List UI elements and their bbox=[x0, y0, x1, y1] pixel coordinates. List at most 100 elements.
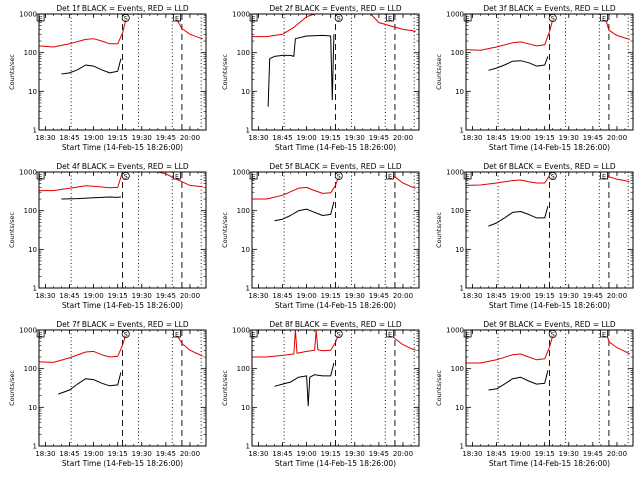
series-events bbox=[267, 34, 335, 107]
plot-frame bbox=[38, 171, 207, 289]
x-tick-label: 18:30 bbox=[462, 134, 482, 142]
x-tick-label: 19:30 bbox=[132, 292, 152, 300]
y-tick-label: 1 bbox=[33, 443, 37, 451]
y-tick-label: 100 bbox=[237, 49, 250, 57]
y-tick-label: 10 bbox=[28, 404, 37, 412]
x-tick-label: 19:00 bbox=[84, 292, 104, 300]
x-tick-label: 18:45 bbox=[272, 450, 292, 458]
marker-label: E bbox=[252, 331, 256, 339]
y-axis-label: Counts/sec bbox=[8, 54, 16, 90]
x-axis-label: Start Time (14-Feb-15 18:26:00) bbox=[62, 301, 183, 310]
marker-label: E bbox=[175, 173, 179, 181]
series-events bbox=[274, 201, 335, 222]
y-axis-label: Counts/sec bbox=[435, 370, 443, 406]
x-axis-label: Start Time (14-Feb-15 18:26:00) bbox=[489, 301, 610, 310]
series-lld bbox=[38, 13, 203, 48]
x-tick-label: 19:15 bbox=[321, 134, 341, 142]
y-axis-label: Counts/sec bbox=[221, 212, 229, 248]
x-tick-label: 19:15 bbox=[108, 134, 128, 142]
x-tick-label: 18:30 bbox=[248, 134, 268, 142]
x-tick-label: 19:15 bbox=[108, 450, 128, 458]
x-tick-label: 20:00 bbox=[607, 292, 627, 300]
x-tick-label: 19:45 bbox=[369, 134, 389, 142]
x-tick-label: 20:00 bbox=[180, 450, 200, 458]
x-axis-label: Start Time (14-Feb-15 18:26:00) bbox=[62, 459, 183, 468]
y-tick-label: 10 bbox=[28, 88, 37, 96]
x-tick-label: 18:45 bbox=[59, 134, 79, 142]
panel-det-2: Det 2f BLACK = Events, RED = LLD Start Ti… bbox=[221, 4, 420, 152]
x-tick-label: 19:30 bbox=[345, 134, 365, 142]
y-tick-label: 10 bbox=[455, 404, 464, 412]
x-tick-label: 19:00 bbox=[511, 292, 531, 300]
x-tick-label: 19:30 bbox=[559, 134, 579, 142]
x-tick-label: 18:45 bbox=[486, 450, 506, 458]
x-tick-label: 19:00 bbox=[511, 134, 531, 142]
x-tick-label: 19:15 bbox=[321, 450, 341, 458]
y-tick-label: 10 bbox=[241, 88, 250, 96]
y-tick-label: 100 bbox=[451, 207, 464, 215]
x-axis-label: Start Time (14-Feb-15 18:26:00) bbox=[489, 143, 610, 152]
plot-frame bbox=[251, 171, 420, 289]
panel-title: Det 6f BLACK = Events, RED = LLD bbox=[483, 162, 616, 171]
y-tick-label: 100 bbox=[24, 207, 37, 215]
plot-frame bbox=[38, 13, 207, 131]
series-events bbox=[488, 206, 549, 227]
x-tick-label: 19:15 bbox=[535, 292, 555, 300]
marker-label: E bbox=[388, 15, 392, 23]
y-tick-label: 1000 bbox=[19, 169, 37, 177]
plot-frame bbox=[251, 13, 420, 131]
x-tick-label: 18:30 bbox=[35, 134, 55, 142]
x-tick-label: 20:00 bbox=[393, 450, 413, 458]
marker-label: E bbox=[175, 331, 179, 339]
x-tick-label: 19:45 bbox=[156, 134, 176, 142]
series-events bbox=[488, 370, 549, 391]
panel-title: Det 7f BLACK = Events, RED = LLD bbox=[56, 320, 189, 329]
marker-label: E bbox=[39, 15, 43, 23]
y-tick-label: 1 bbox=[246, 127, 250, 135]
y-tick-label: 1 bbox=[33, 127, 37, 135]
y-tick-label: 1000 bbox=[232, 169, 250, 177]
y-tick-label: 1 bbox=[246, 443, 250, 451]
marker-label: E bbox=[466, 15, 470, 23]
x-tick-label: 18:30 bbox=[462, 292, 482, 300]
y-tick-label: 1000 bbox=[446, 169, 464, 177]
x-tick-label: 18:45 bbox=[59, 450, 79, 458]
marker-label: E bbox=[466, 331, 470, 339]
y-tick-label: 100 bbox=[237, 207, 250, 215]
y-tick-label: 10 bbox=[241, 246, 250, 254]
plot-frame bbox=[38, 329, 207, 447]
x-axis-label: Start Time (14-Feb-15 18:26:00) bbox=[275, 143, 396, 152]
x-tick-label: 19:30 bbox=[132, 450, 152, 458]
panel-title: Det 1f BLACK = Events, RED = LLD bbox=[56, 4, 189, 13]
marker-label: S bbox=[551, 331, 555, 339]
y-tick-label: 1 bbox=[460, 127, 464, 135]
marker-label: S bbox=[124, 173, 128, 181]
y-tick-label: 100 bbox=[237, 365, 250, 373]
x-tick-label: 20:00 bbox=[180, 292, 200, 300]
x-tick-label: 18:30 bbox=[248, 450, 268, 458]
marker-label: E bbox=[388, 331, 392, 339]
panel-title: Det 4f BLACK = Events, RED = LLD bbox=[56, 162, 189, 171]
y-tick-label: 10 bbox=[28, 246, 37, 254]
y-tick-label: 100 bbox=[451, 365, 464, 373]
panel-det-7: Det 7f BLACK = Events, RED = LLD Start Ti… bbox=[8, 320, 207, 468]
series-events bbox=[61, 196, 122, 200]
y-axis-label: Counts/sec bbox=[8, 370, 16, 406]
y-tick-label: 10 bbox=[455, 246, 464, 254]
series-events bbox=[58, 372, 122, 395]
marker-label: S bbox=[337, 173, 341, 181]
panel-det-5: Det 5f BLACK = Events, RED = LLD Start Ti… bbox=[221, 162, 420, 310]
y-axis-label: Counts/sec bbox=[435, 212, 443, 248]
x-tick-label: 19:00 bbox=[297, 292, 317, 300]
plot-frame bbox=[465, 13, 634, 131]
marker-label: E bbox=[602, 173, 606, 181]
marker-label: S bbox=[124, 15, 128, 23]
panel-title: Det 2f BLACK = Events, RED = LLD bbox=[269, 4, 402, 13]
marker-label: S bbox=[551, 15, 555, 23]
x-tick-label: 20:00 bbox=[607, 134, 627, 142]
x-tick-label: 20:00 bbox=[393, 292, 413, 300]
x-tick-label: 18:45 bbox=[272, 134, 292, 142]
x-axis-label: Start Time (14-Feb-15 18:26:00) bbox=[275, 459, 396, 468]
panel-det-1: Det 1f BLACK = Events, RED = LLD Start Ti… bbox=[8, 4, 207, 152]
